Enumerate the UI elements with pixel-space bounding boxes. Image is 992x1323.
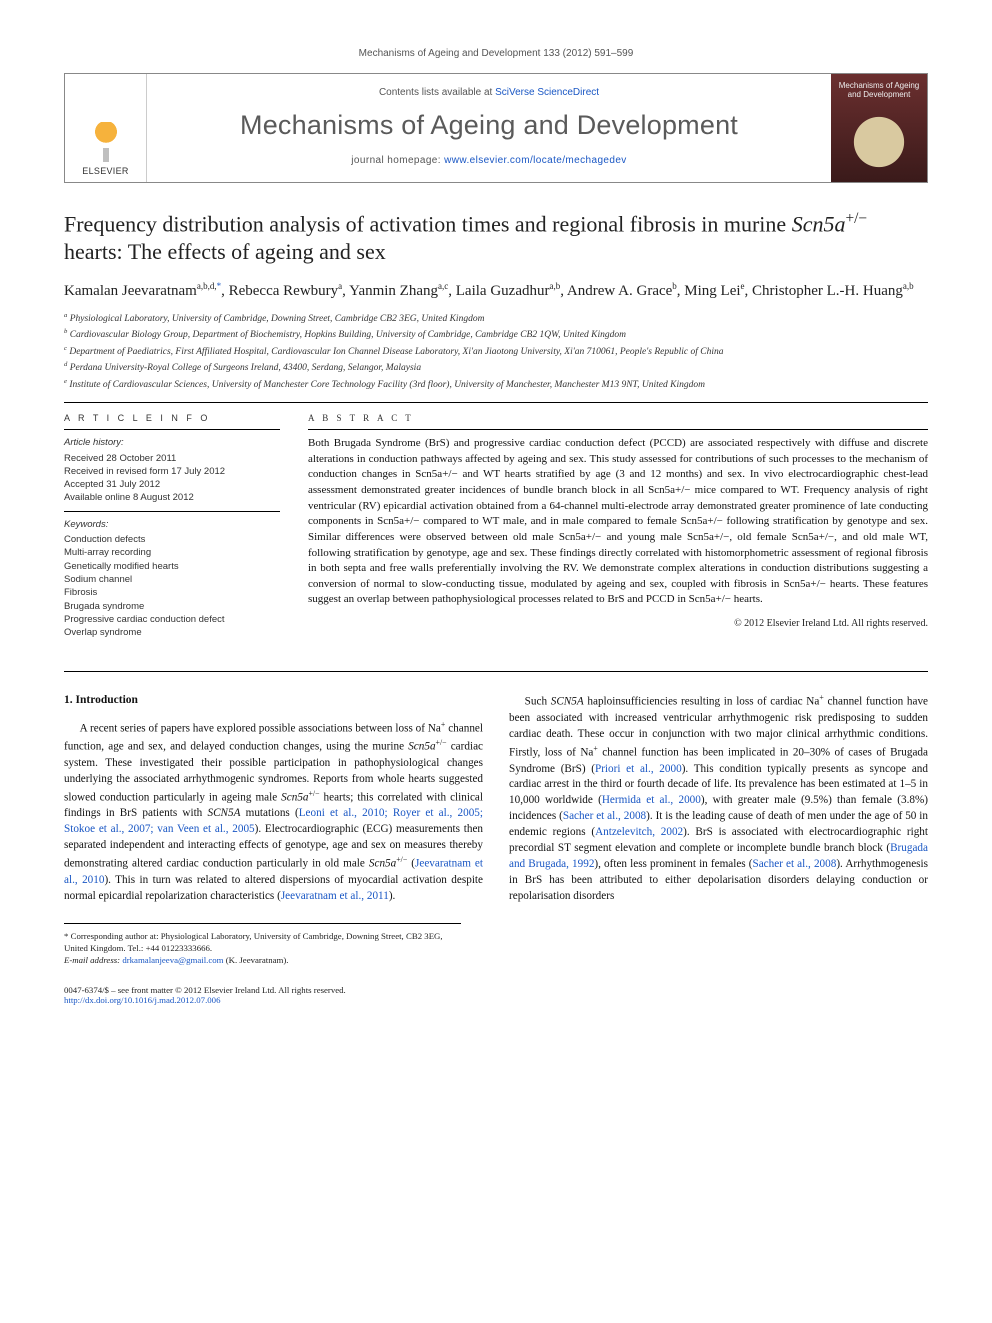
keywords-label: Keywords:	[64, 518, 280, 531]
publisher-block: ELSEVIER	[65, 74, 147, 182]
author: Laila Guzadhura,b	[456, 283, 560, 299]
keyword: Overlap syndrome	[64, 626, 280, 639]
affiliation: c Department of Paediatrics, First Affil…	[64, 344, 928, 359]
abstract-copyright: © 2012 Elsevier Ireland Ltd. All rights …	[308, 618, 928, 629]
divider	[64, 402, 928, 403]
citation-link[interactable]: Sacher et al., 2008	[752, 858, 836, 870]
author: Christopher L.-H. Huanga,b	[752, 283, 914, 299]
masthead-center: Contents lists available at SciVerse Sci…	[147, 74, 831, 182]
article-info-column: A R T I C L E I N F O Article history: R…	[64, 413, 280, 645]
email-suffix: (K. Jeevaratnam).	[224, 955, 289, 965]
corresponding-footnote: * Corresponding author at: Physiological…	[64, 923, 461, 967]
email-label: E-mail address:	[64, 955, 122, 965]
title-post: hearts: The effects of ageing and sex	[64, 239, 386, 264]
publisher-name: ELSEVIER	[82, 166, 128, 176]
author: Rebecca Rewburya	[229, 283, 343, 299]
citation-link[interactable]: Jeevaratnam et al., 2011	[281, 890, 389, 902]
divider	[64, 671, 928, 672]
citation-link[interactable]: Hermida et al., 2000	[602, 794, 701, 806]
affiliation: d Perdana University-Royal College of Su…	[64, 360, 928, 375]
history-item: Received 28 October 2011	[64, 452, 280, 465]
history-item: Accepted 31 July 2012	[64, 478, 280, 491]
cover-art-icon	[847, 110, 911, 174]
title-sup: +/−	[845, 210, 867, 227]
history-item: Available online 8 August 2012	[64, 491, 280, 504]
abstract-column: A B S T R A C T Both Brugada Syndrome (B…	[308, 413, 928, 645]
doi-link[interactable]: http://dx.doi.org/10.1016/j.mad.2012.07.…	[64, 995, 220, 1005]
affiliation: e Institute of Cardiovascular Sciences, …	[64, 377, 928, 392]
corr-address: * Corresponding author at: Physiological…	[64, 930, 461, 955]
history-label: Article history:	[64, 436, 280, 449]
divider	[308, 429, 928, 430]
affiliation: a Physiological Laboratory, University o…	[64, 311, 928, 326]
abstract-text: Both Brugada Syndrome (BrS) and progress…	[308, 436, 928, 608]
body-text: 1. Introduction A recent series of paper…	[64, 692, 928, 904]
section-heading: 1. Introduction	[64, 692, 483, 708]
abstract-head: A B S T R A C T	[308, 413, 928, 423]
author: Ming Leie	[684, 283, 744, 299]
article-info-head: A R T I C L E I N F O	[64, 413, 280, 423]
author: Yanmin Zhanga,c	[349, 283, 448, 299]
cover-title: Mechanisms of Ageing and Development	[835, 82, 923, 100]
keyword: Brugada syndrome	[64, 600, 280, 613]
sciencedirect-link[interactable]: SciVerse ScienceDirect	[495, 87, 599, 98]
email-link[interactable]: drkamalanjeeva@gmail.com	[122, 955, 223, 965]
history-item: Received in revised form 17 July 2012	[64, 465, 280, 478]
elsevier-tree-icon	[86, 122, 126, 162]
contents-prefix: Contents lists available at	[379, 87, 495, 98]
keyword: Progressive cardiac conduction defect	[64, 613, 280, 626]
homepage-prefix: journal homepage:	[351, 155, 444, 166]
keyword: Fibrosis	[64, 586, 280, 599]
keyword: Conduction defects	[64, 533, 280, 546]
divider	[64, 511, 280, 512]
citation-link[interactable]: Antzelevitch, 2002	[595, 826, 683, 838]
issn-line: 0047-6374/$ – see front matter © 2012 El…	[64, 985, 346, 995]
author: Kamalan Jeevaratnama,b,d,*	[64, 283, 221, 299]
divider	[64, 429, 280, 430]
citation-link[interactable]: Priori et al., 2000	[595, 763, 682, 775]
keyword: Multi-array recording	[64, 546, 280, 559]
title-gene: Scn5a	[792, 211, 846, 236]
author: Andrew A. Graceb	[567, 283, 677, 299]
page-footer: 0047-6374/$ – see front matter © 2012 El…	[64, 985, 928, 1005]
keyword: Sodium channel	[64, 573, 280, 586]
journal-title: Mechanisms of Ageing and Development	[155, 110, 823, 141]
running-head: Mechanisms of Ageing and Development 133…	[64, 48, 928, 59]
corresponding-mark[interactable]: *	[217, 281, 222, 291]
masthead: ELSEVIER Contents lists available at Sci…	[64, 73, 928, 183]
journal-homepage-link[interactable]: www.elsevier.com/locate/mechagedev	[444, 155, 627, 166]
citation-link[interactable]: Sacher et al., 2008	[563, 810, 646, 822]
keyword: Genetically modified hearts	[64, 560, 280, 573]
affiliations: a Physiological Laboratory, University o…	[64, 311, 928, 392]
author-list: Kamalan Jeevaratnama,b,d,*, Rebecca Rewb…	[64, 280, 928, 303]
affiliation: b Cardiovascular Biology Group, Departme…	[64, 327, 928, 342]
journal-cover: Mechanisms of Ageing and Development	[831, 74, 927, 182]
title-pre: Frequency distribution analysis of activ…	[64, 211, 792, 236]
article-title: Frequency distribution analysis of activ…	[64, 209, 928, 267]
